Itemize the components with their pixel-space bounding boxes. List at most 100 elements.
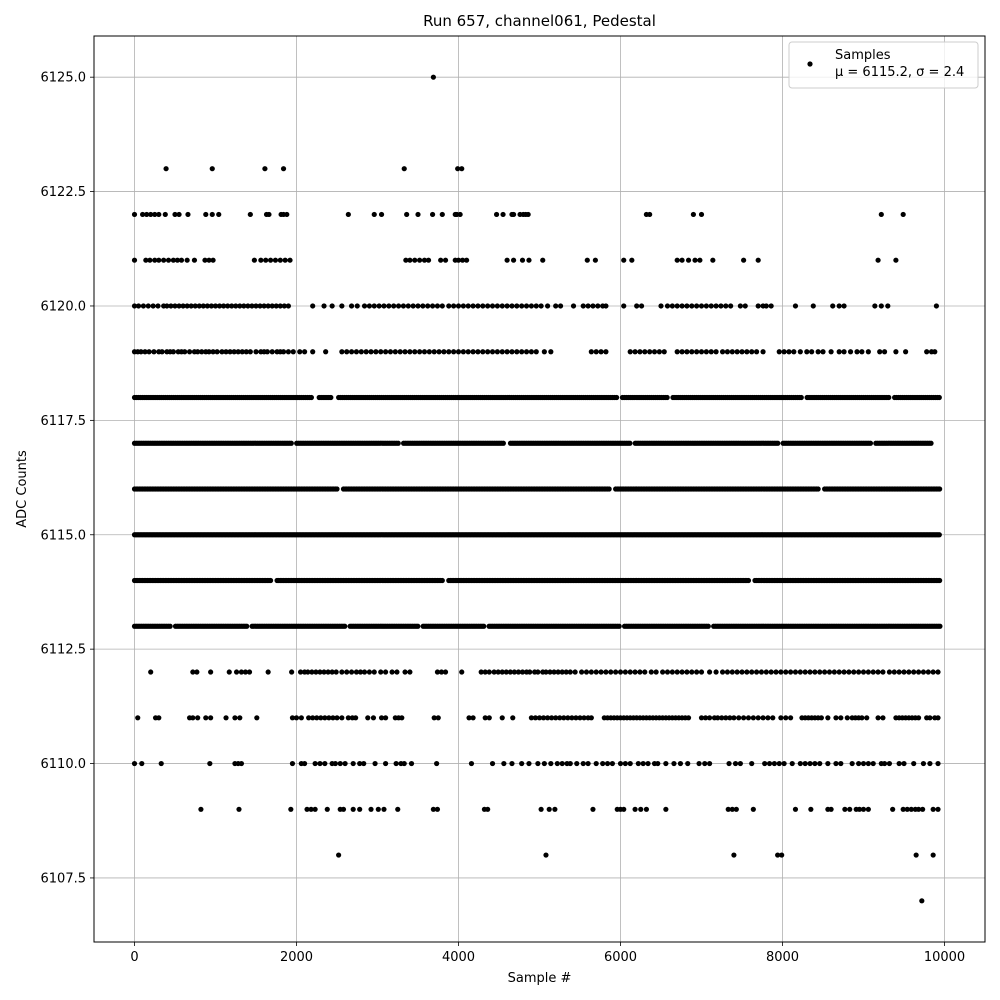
- data-point: [614, 394, 620, 401]
- data-point: [226, 669, 232, 675]
- data-point: [647, 349, 653, 355]
- data-point: [836, 303, 842, 309]
- data-point: [797, 669, 803, 675]
- data-point: [434, 303, 441, 309]
- data-point: [655, 760, 661, 767]
- data-point: [627, 349, 633, 355]
- data-point: [430, 806, 436, 812]
- data-point: [538, 806, 544, 812]
- data-point: [425, 303, 431, 309]
- data-point: [236, 806, 242, 812]
- data-point: [336, 852, 342, 858]
- data-point: [718, 303, 724, 309]
- y-axis-title: ADC Counts: [15, 450, 30, 528]
- data-point: [685, 257, 692, 263]
- data-point: [376, 303, 382, 309]
- data-point: [815, 349, 821, 355]
- data-point: [928, 440, 934, 446]
- data-point: [763, 669, 769, 675]
- data-point: [407, 669, 413, 675]
- data-point: [393, 760, 399, 767]
- data-point: [525, 211, 531, 218]
- data-point: [731, 715, 737, 721]
- data-point: [408, 760, 415, 767]
- data-point: [643, 806, 650, 812]
- x-tick-label: 2000: [280, 950, 313, 965]
- data-point: [598, 349, 604, 355]
- data-point: [533, 349, 539, 355]
- data-point: [915, 715, 922, 721]
- data-point: [412, 349, 418, 355]
- data-point: [930, 852, 936, 858]
- data-point: [342, 623, 348, 629]
- data-point: [689, 303, 695, 309]
- data-point: [930, 669, 936, 675]
- data-point: [598, 669, 604, 675]
- data-point: [357, 806, 363, 812]
- data-point: [465, 349, 471, 355]
- data-point: [703, 349, 709, 355]
- data-point: [609, 760, 616, 767]
- data-point: [237, 715, 243, 721]
- data-point: [344, 349, 350, 355]
- data-point: [557, 715, 563, 721]
- data-point: [797, 760, 803, 767]
- data-point: [146, 349, 152, 355]
- data-point: [593, 669, 599, 675]
- data-point: [265, 303, 271, 309]
- data-point: [366, 669, 372, 675]
- data-point: [664, 303, 671, 309]
- data-point: [439, 211, 445, 218]
- data-point: [904, 806, 910, 812]
- data-point: [383, 760, 389, 767]
- data-point: [470, 715, 476, 721]
- data-point: [733, 806, 739, 812]
- data-point: [368, 806, 374, 812]
- data-point: [451, 349, 457, 355]
- data-point: [915, 806, 922, 812]
- data-point: [206, 257, 212, 263]
- data-point: [679, 257, 685, 263]
- data-point: [519, 760, 525, 767]
- data-point: [365, 715, 371, 721]
- data-point: [198, 806, 204, 812]
- data-point: [656, 349, 662, 355]
- data-point: [770, 715, 776, 721]
- data-point: [893, 257, 899, 263]
- data-point: [725, 806, 731, 812]
- data-point: [399, 715, 405, 721]
- data-point: [237, 303, 243, 309]
- data-point: [504, 257, 510, 263]
- data-point: [870, 760, 876, 767]
- data-point: [500, 211, 506, 218]
- data-point: [543, 852, 549, 858]
- data-point: [152, 257, 158, 263]
- data-point: [438, 257, 444, 263]
- data-point: [528, 303, 535, 309]
- data-point: [485, 349, 491, 355]
- data-point: [548, 349, 554, 355]
- data-point: [238, 669, 245, 675]
- data-point: [140, 211, 146, 218]
- data-point: [470, 303, 476, 309]
- data-point: [277, 303, 283, 309]
- data-point: [526, 760, 532, 767]
- data-point: [778, 669, 784, 675]
- data-point: [329, 303, 335, 309]
- data-point: [927, 715, 933, 721]
- data-point: [350, 806, 356, 812]
- data-point: [548, 760, 554, 767]
- data-point: [828, 806, 834, 812]
- data-point: [584, 257, 590, 263]
- data-point: [429, 211, 436, 218]
- y-tick-label: 6110.0: [41, 757, 87, 772]
- data-point: [446, 349, 452, 355]
- data-point: [313, 669, 319, 675]
- data-point: [865, 760, 871, 767]
- data-point: [267, 257, 274, 263]
- data-point: [156, 257, 162, 263]
- data-point: [143, 257, 149, 263]
- data-point: [162, 211, 168, 218]
- data-point: [402, 349, 408, 355]
- data-point: [847, 806, 853, 812]
